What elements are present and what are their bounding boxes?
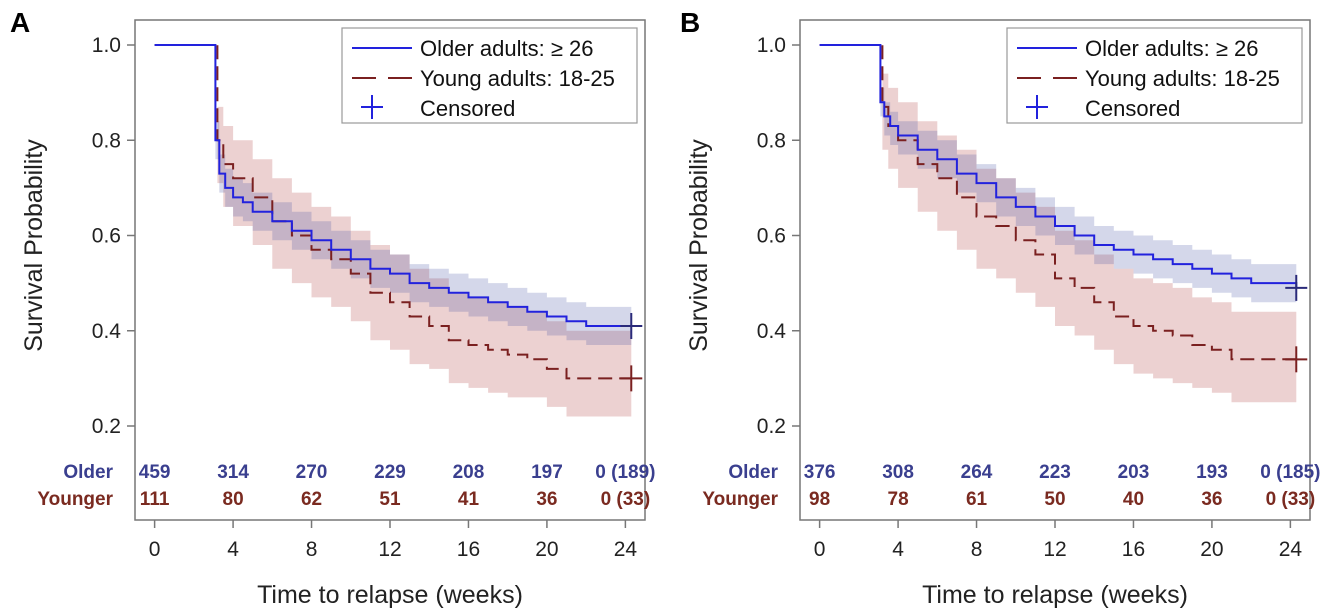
panel-a: A 0.2 0.4 0.6 0.8 1.0 0 4 8 12 16 20 24 Time to relap… (10, 7, 655, 609)
legend-box (341, 27, 638, 124)
risk-count: 197 (531, 462, 563, 483)
y-tick-label: 0.2 (92, 415, 121, 438)
x-tick-label: 20 (1200, 538, 1223, 561)
risk-row-label: Older (728, 462, 778, 483)
risk-count: 0 (33) (601, 489, 651, 510)
panel-letter: B (680, 7, 700, 38)
risk-count: 36 (1201, 489, 1222, 510)
x-tick-label: 0 (149, 538, 161, 561)
risk-count: 40 (1123, 489, 1144, 510)
x-tick-label: 24 (614, 538, 638, 561)
legend: Older adults: ≥ 26 Young adults: 18-25 Cen… (1006, 27, 1303, 124)
risk-count: 459 (139, 462, 171, 483)
panel-letter: A (10, 7, 30, 38)
x-tick-label: 20 (535, 538, 558, 561)
y-axis-title: Survival Probability (20, 139, 48, 352)
x-tick-label: 12 (1043, 538, 1066, 561)
y-tick-label: 0.4 (757, 320, 787, 343)
panel-b: B 0.2 0.4 0.6 0.8 1.0 0 4 8 12 16 20 24 Time to relap… (680, 7, 1320, 609)
x-axis-title: Time to relapse (weeks) (922, 581, 1188, 609)
risk-count: 193 (1196, 462, 1228, 483)
x-tick-label: 8 (971, 538, 983, 561)
risk-count: 229 (374, 462, 406, 483)
x-tick-label: 0 (814, 538, 826, 561)
risk-count: 264 (961, 462, 993, 483)
risk-count: 41 (458, 489, 480, 510)
risk-count: 0 (33) (1266, 489, 1316, 510)
x-tick-label: 12 (378, 538, 401, 561)
confidence-band-older (819, 45, 1297, 307)
confidence-band-older (154, 45, 632, 345)
x-tick-label: 16 (1122, 538, 1145, 561)
y-tick-label: 0.4 (92, 320, 122, 343)
y-tick-label: 0.8 (92, 129, 121, 152)
confidence-band-young (154, 45, 632, 417)
confidence-band-young (819, 45, 1297, 403)
risk-table: Older 459 314 270 229 208 197 0 (189) Younger 111… (37, 462, 655, 510)
legend-label-older: Older adults: ≥ 26 (1085, 36, 1259, 61)
x-tick-label: 4 (227, 538, 239, 561)
survival-curve-young (154, 44, 632, 380)
legend-label-young: Young adults: 18-25 (1085, 66, 1280, 91)
risk-row-label: Younger (702, 489, 778, 510)
risk-count: 376 (804, 462, 836, 483)
risk-count: 78 (888, 489, 909, 510)
legend-label-censored: Censored (1085, 96, 1180, 121)
survival-curve-older (819, 44, 1298, 288)
y-tick-label: 1.0 (92, 34, 121, 57)
y-tick-label: 0.8 (757, 129, 786, 152)
x-tick-label: 16 (457, 538, 480, 561)
risk-table: Older 376 308 264 223 203 193 0 (185) Younger 98 7… (702, 462, 1320, 510)
risk-count: 223 (1039, 462, 1071, 483)
risk-count: 61 (966, 489, 988, 510)
x-axis-title: Time to relapse (weeks) (257, 581, 523, 609)
y-tick-label: 1.0 (757, 34, 786, 57)
y-axis-title: Survival Probability (685, 139, 713, 352)
risk-count: 50 (1044, 489, 1065, 510)
risk-count: 51 (379, 489, 401, 510)
risk-count: 308 (882, 462, 914, 483)
legend-label-older: Older adults: ≥ 26 (420, 36, 594, 61)
risk-count: 203 (1118, 462, 1150, 483)
y-tick-label: 0.6 (92, 225, 121, 248)
risk-count: 36 (536, 489, 557, 510)
x-tick-label: 24 (1279, 538, 1303, 561)
risk-row-label: Older (63, 462, 113, 483)
risk-count: 208 (453, 462, 485, 483)
risk-count: 0 (185) (1260, 462, 1320, 483)
risk-count: 270 (296, 462, 328, 483)
survival-curve-older (154, 44, 632, 327)
risk-count: 111 (140, 489, 170, 510)
x-tick-label: 8 (306, 538, 318, 561)
risk-count: 80 (223, 489, 244, 510)
legend: Older adults: ≥ 26 Young adults: 18-25 Cen… (341, 27, 638, 124)
legend-label-young: Young adults: 18-25 (420, 66, 615, 91)
survival-curve-young (819, 44, 1297, 361)
y-tick-label: 0.6 (757, 225, 786, 248)
risk-row-label: Younger (37, 489, 113, 510)
risk-count: 62 (301, 489, 322, 510)
legend-box (1006, 27, 1303, 124)
risk-count: 314 (217, 462, 249, 483)
risk-count: 0 (189) (595, 462, 655, 483)
legend-label-censored: Censored (420, 96, 515, 121)
risk-count: 98 (809, 489, 830, 510)
x-tick-label: 4 (892, 538, 904, 561)
y-tick-label: 0.2 (757, 415, 786, 438)
